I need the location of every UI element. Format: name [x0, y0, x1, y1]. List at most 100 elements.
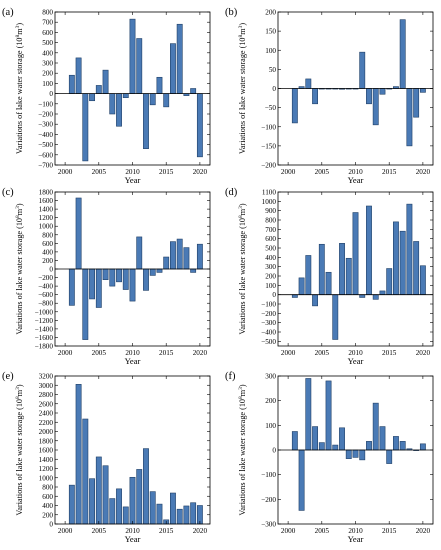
bar-2013	[149, 268, 156, 276]
panel-c: −1800−1600−1400−1200−1000−800−600−400−20…	[2, 187, 211, 366]
y-tick-label: 1400	[39, 206, 54, 214]
x-tick-label: 2005	[315, 168, 330, 176]
y-tick-label: −50	[265, 104, 277, 112]
x-tick-label: 2010	[348, 349, 363, 357]
bar-2020	[419, 265, 426, 295]
y-tick-label: 100	[265, 422, 276, 430]
bar-2014	[379, 290, 386, 295]
y-tick-label: −300	[261, 521, 276, 529]
y-tick-label: 700	[42, 19, 53, 27]
bar-2006	[102, 465, 109, 525]
y-tick-label: −1800	[35, 343, 54, 351]
y-tick-label: 400	[42, 49, 53, 57]
x-axis-label: Year	[125, 175, 141, 185]
y-tick-label: 1100	[262, 189, 277, 197]
y-tick-label: 0	[272, 291, 276, 299]
bar-2014	[379, 88, 386, 95]
bar-2005	[318, 442, 325, 451]
y-tick-label: 200	[265, 273, 276, 281]
y-tick-label: −400	[38, 131, 53, 139]
bar-2004	[312, 294, 319, 307]
y-tick-label: 1600	[39, 197, 54, 205]
y-tick-label: 100	[265, 282, 276, 290]
y-tick-label: −1200	[35, 317, 54, 325]
bar-2002	[75, 384, 82, 525]
bar-2016	[393, 221, 399, 295]
x-tick-label: 2020	[416, 527, 431, 535]
panel-label: (f)	[225, 371, 236, 382]
bar-2017	[176, 238, 183, 270]
bar-2020	[419, 88, 426, 93]
bar-2001	[291, 294, 298, 298]
bar-2004	[89, 268, 96, 300]
bar-2008	[339, 243, 345, 295]
bar-2016	[170, 241, 176, 270]
x-tick-label: 2000	[58, 168, 73, 176]
x-tick-label: 2015	[382, 527, 397, 535]
y-tick-label: −300	[38, 121, 53, 129]
bar-2004	[89, 93, 96, 102]
y-tick-label: −100	[261, 301, 276, 309]
y-tick-label: 100	[42, 80, 53, 88]
x-tick-label: 2010	[348, 168, 363, 176]
bar-2010	[352, 212, 359, 295]
bar-2011	[136, 236, 143, 270]
y-tick-label: 150	[265, 28, 276, 36]
x-tick-label: 2005	[92, 527, 107, 535]
bar-2009	[122, 268, 129, 290]
x-tick-label: 2000	[281, 168, 296, 176]
y-tick-label: 600	[42, 29, 53, 37]
bar-2005	[95, 85, 102, 94]
y-tick-label: 1600	[39, 447, 54, 455]
y-tick-label: −200	[38, 274, 53, 282]
bar-2003	[305, 255, 312, 295]
bar-2019	[190, 268, 197, 273]
x-axis-label: Year	[348, 175, 364, 185]
bar-2011	[136, 469, 143, 525]
bar-2010	[129, 18, 136, 94]
bar-2013	[149, 491, 156, 525]
x-tick-label: 2010	[125, 527, 140, 535]
bar-2007	[109, 268, 116, 287]
y-axis-label: Variations of lake water storage (108m3)	[15, 23, 24, 155]
y-tick-label: −600	[38, 291, 53, 299]
bar-2008	[116, 488, 122, 525]
y-axis-label: Variations of lake water storage (108m3)	[15, 384, 24, 516]
bar-2008	[116, 268, 122, 283]
bar-2017	[399, 230, 406, 295]
bar-2014	[156, 503, 163, 525]
bar-2014	[379, 426, 386, 451]
x-tick-label: 2020	[193, 168, 208, 176]
bar-2002	[298, 449, 305, 511]
x-tick-label: 2015	[382, 349, 397, 357]
bar-2003	[305, 78, 312, 89]
bar-2002	[298, 277, 305, 295]
y-axis-label: Variations of lake water storage (108m3)	[238, 23, 247, 155]
bar-2014	[156, 268, 163, 273]
bar-2011	[359, 294, 366, 298]
y-tick-label: 1400	[39, 456, 54, 464]
bar-2007	[109, 93, 116, 115]
bar-2014	[156, 76, 163, 94]
bar-2006	[102, 268, 109, 280]
bar-2017	[176, 508, 183, 525]
bar-2016	[393, 436, 399, 451]
bar-2011	[136, 38, 143, 94]
y-tick-label: −150	[261, 142, 276, 150]
bar-2006	[325, 271, 332, 295]
y-tick-label: 500	[265, 245, 276, 253]
y-tick-label: −100	[261, 123, 276, 131]
bar-2003	[82, 418, 89, 525]
bar-2006	[102, 69, 109, 94]
bar-2001	[68, 74, 75, 94]
y-tick-label: 200	[42, 511, 53, 519]
y-tick-label: −500	[38, 141, 53, 149]
bar-2001	[291, 88, 298, 124]
bar-2012	[366, 441, 372, 451]
bar-2001	[68, 484, 75, 525]
panel-label: (a)	[2, 7, 14, 18]
bar-2020	[419, 443, 426, 451]
bar-2002	[75, 197, 82, 270]
